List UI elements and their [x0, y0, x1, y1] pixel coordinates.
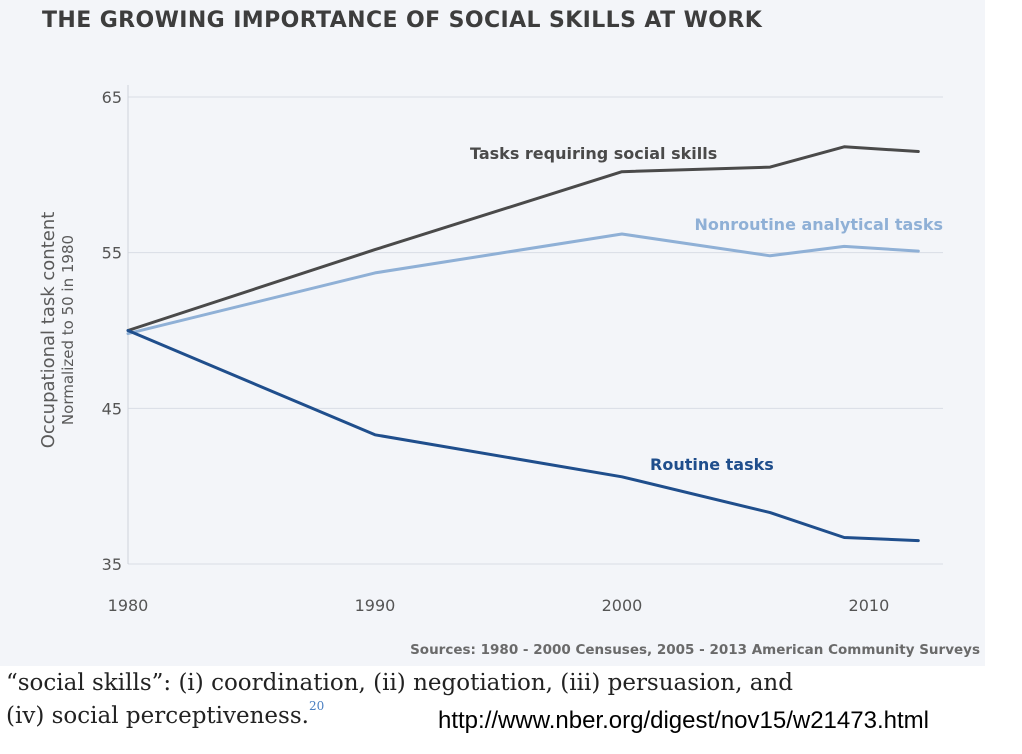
line-chart: 35 45 55 65 1980 1990 2000 2010 Tasks requiring … — [102, 85, 944, 615]
x-tick-label: 1990 — [355, 596, 396, 615]
footnote-ref: 20 — [308, 699, 325, 714]
series-label-1: Tasks requiring social skills — [470, 144, 717, 163]
series-label-2: Nonroutine analytical tasks — [695, 215, 944, 234]
x-tick-label: 1980 — [108, 596, 149, 615]
y-tick-label: 45 — [102, 399, 122, 418]
y-tick-label: 55 — [102, 244, 122, 263]
chart-title: THE GROWING IMPORTANCE OF SOCIAL SKILLS … — [42, 8, 763, 33]
footer-note-text: (iv) social perceptiveness. — [6, 703, 309, 729]
chart-source: Sources: 1980 - 2000 Censuses, 2005 - 20… — [410, 642, 980, 658]
series-line-3 — [126, 329, 920, 543]
series-line-1 — [126, 145, 920, 332]
series-line-2 — [126, 232, 920, 336]
series-label-3: Routine tasks — [650, 455, 774, 474]
x-tick-label: 2000 — [602, 596, 643, 615]
source-url[interactable]: http://www.nber.org/digest/nov15/w21473.… — [438, 707, 929, 734]
x-tick-label: 2010 — [849, 596, 890, 615]
footer-note-line2: (iv) social perceptiveness.20 — [6, 699, 324, 729]
y-tick-label: 65 — [102, 88, 122, 107]
chart-panel — [0, 0, 985, 666]
y-tick-label: 35 — [102, 555, 122, 574]
footer-note-line1: “social skills”: (i) coordination, (ii) … — [6, 670, 793, 696]
